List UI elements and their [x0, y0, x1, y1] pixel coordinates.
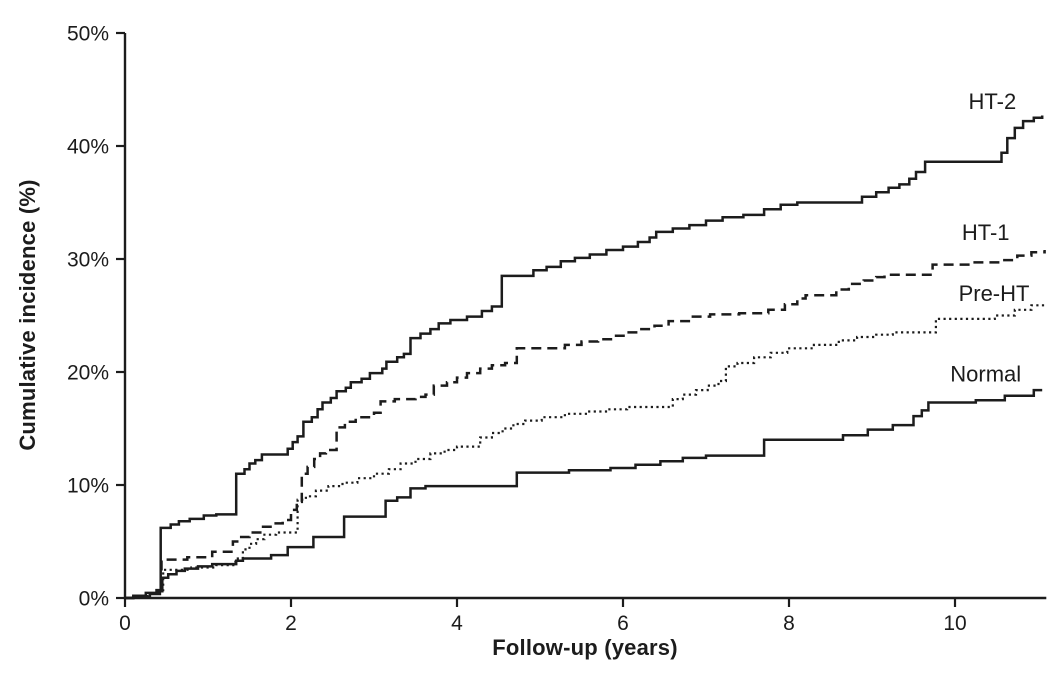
- x-axis-tick-label: 6: [617, 612, 629, 635]
- y-axis-tick-label: 10%: [67, 475, 109, 498]
- y-axis-tick-label: 40%: [67, 136, 109, 159]
- series-path-normal: [125, 388, 1043, 600]
- y-axis-title: Cumulative incidence (%): [15, 179, 40, 451]
- series-label-normal: Normal: [950, 361, 1021, 386]
- series-label-pre-ht: Pre-HT: [959, 281, 1030, 306]
- series-label-ht-1: HT-1: [962, 220, 1010, 245]
- y-axis-tick-label: 20%: [67, 362, 109, 385]
- x-axis-title: Follow-up (years): [492, 635, 678, 660]
- series-path-pre-ht: [125, 303, 1046, 600]
- axes: [123, 33, 1047, 600]
- series-path-ht-1: [125, 250, 1046, 600]
- x-axis-tick-label: 2: [285, 612, 297, 635]
- x-axis-tick-label: 0: [119, 612, 131, 635]
- series-path-ht-2: [125, 115, 1044, 600]
- y-axis-tick-label: 50%: [67, 23, 109, 46]
- x-axis-tick-label: 8: [783, 612, 795, 635]
- x-axis-tick-label: 10: [943, 612, 966, 635]
- y-axis-tick-label: 30%: [67, 249, 109, 272]
- y-axis-tick-label: 0%: [79, 588, 109, 611]
- x-axis-tick-label: 4: [451, 612, 463, 635]
- series-label-ht-2: HT-2: [969, 89, 1017, 114]
